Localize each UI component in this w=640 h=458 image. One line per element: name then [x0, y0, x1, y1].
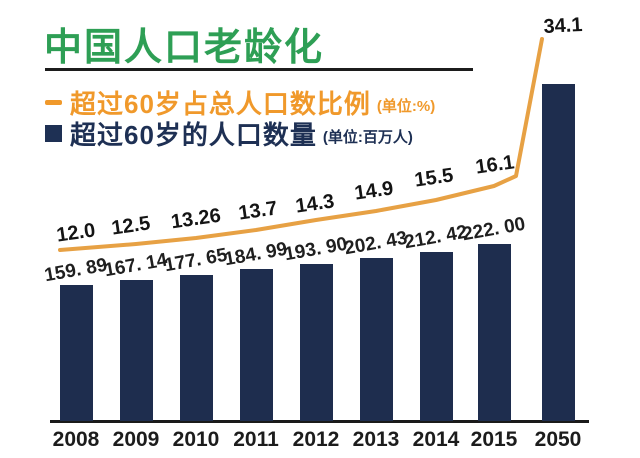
line-series-marker-icon	[45, 100, 62, 105]
bar-2014	[419, 252, 453, 421]
line-value-label-2015: 16.1	[474, 151, 516, 179]
bar-2011	[239, 269, 273, 421]
year-label-2015: 2015	[470, 428, 518, 451]
bar-2050	[541, 84, 575, 421]
bar-2012	[299, 264, 333, 421]
x-axis-line	[50, 420, 589, 423]
bar-2013	[359, 258, 393, 421]
bar-2015	[477, 244, 511, 421]
year-label-2008: 2008	[52, 428, 100, 451]
line-value-label-2050: 34.1	[542, 13, 583, 39]
bar-2010	[179, 275, 213, 421]
year-label-2010: 2010	[172, 428, 220, 451]
bar-series-marker-icon	[45, 125, 62, 142]
year-label-2012: 2012	[292, 428, 340, 451]
year-label-2050: 2050	[534, 428, 582, 451]
bar-2008	[59, 285, 93, 421]
year-label-2011: 2011	[233, 428, 279, 451]
year-label-2014: 2014	[412, 428, 460, 451]
bar-2009	[119, 280, 153, 421]
year-label-2013: 2013	[352, 428, 400, 451]
year-label-2009: 2009	[112, 428, 160, 451]
